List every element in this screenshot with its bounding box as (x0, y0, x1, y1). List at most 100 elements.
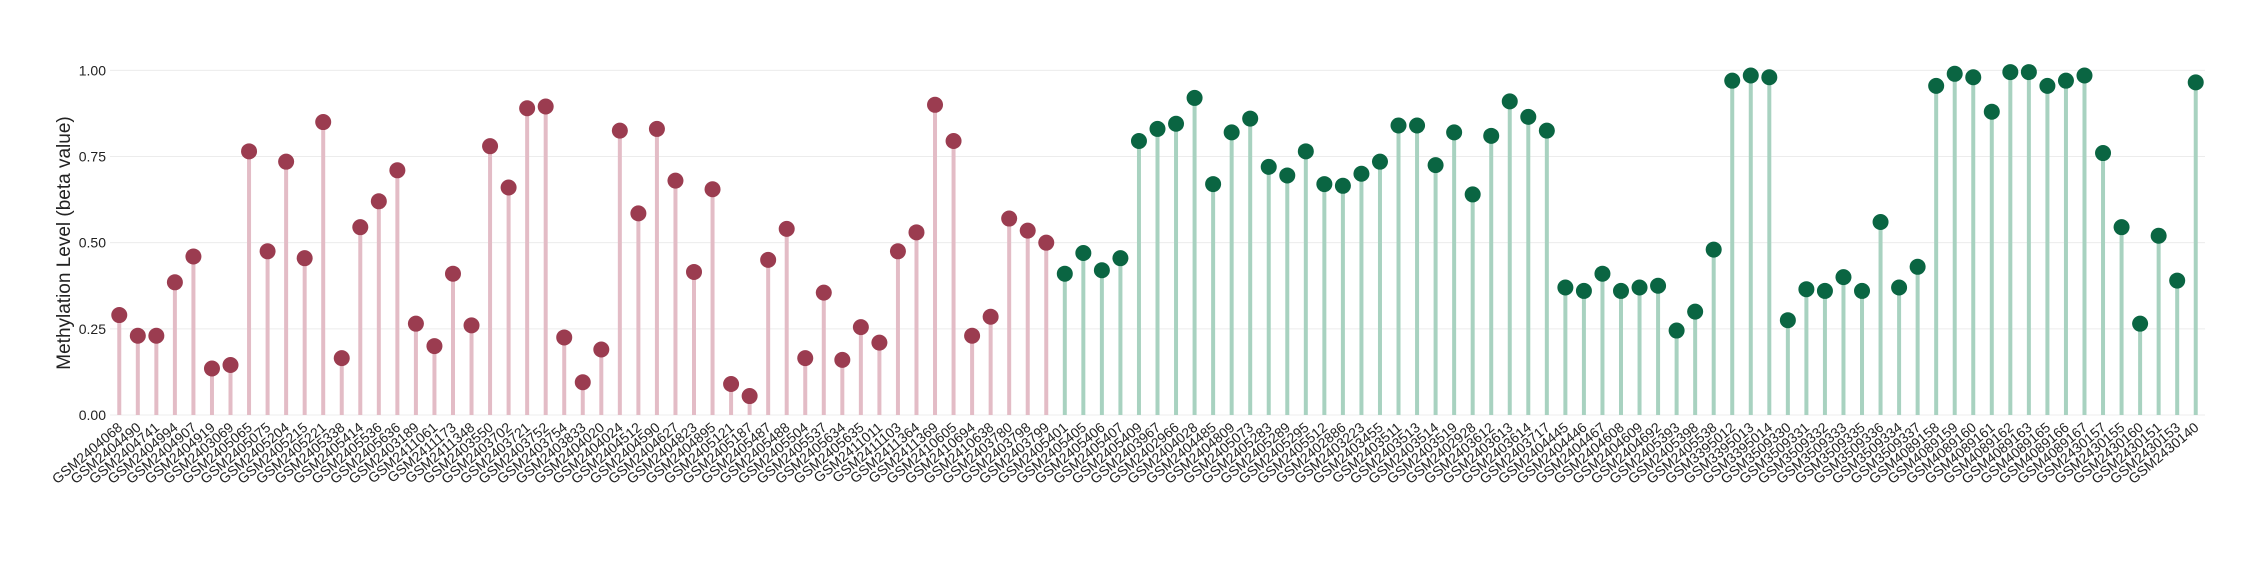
dot (1242, 110, 1259, 127)
dot (407, 315, 424, 332)
dot (1779, 312, 1796, 329)
dot (1594, 265, 1611, 282)
dot (1464, 186, 1481, 203)
dot (2113, 219, 2130, 236)
dot (1001, 210, 1018, 227)
dot (1316, 176, 1333, 193)
dot (1168, 115, 1185, 132)
dot (760, 251, 777, 268)
dot (1891, 279, 1908, 296)
dot (2132, 315, 2149, 332)
dot (148, 327, 165, 344)
dot (982, 308, 999, 325)
dot (2076, 67, 2093, 84)
dot (1854, 282, 1871, 299)
dot (574, 374, 591, 391)
dot (1501, 93, 1518, 110)
dot (1149, 120, 1166, 137)
dot (278, 153, 295, 170)
dot (741, 388, 758, 405)
dot (1631, 279, 1648, 296)
dot (1650, 277, 1667, 294)
dot (444, 265, 461, 282)
dot (797, 350, 814, 367)
dot (2169, 272, 2186, 289)
dot (1075, 245, 1092, 262)
dot (1946, 65, 1963, 82)
dot (704, 181, 721, 198)
dot (333, 350, 350, 367)
dot (1019, 222, 1036, 239)
dot (945, 132, 962, 149)
dot (519, 100, 536, 117)
dot (927, 96, 944, 113)
dot (203, 360, 220, 377)
dot (834, 351, 851, 368)
dot (1928, 77, 1945, 94)
dot (1816, 282, 1833, 299)
dot (852, 319, 869, 336)
dot (2095, 145, 2112, 162)
y-tick-label: 1.00 (79, 62, 106, 78)
dot (1798, 281, 1815, 298)
dot (389, 162, 406, 179)
dot (259, 243, 276, 260)
dot (222, 357, 239, 374)
dot (1186, 89, 1203, 106)
dot (2057, 72, 2074, 89)
dot (185, 248, 202, 265)
dot (1538, 122, 1555, 139)
dot (1130, 132, 1147, 149)
dot (889, 243, 906, 260)
y-tick-label: 0.75 (79, 149, 106, 165)
dot (241, 143, 258, 160)
dot (1909, 258, 1926, 275)
dot (1038, 234, 1055, 251)
dot (2002, 64, 2019, 81)
dot (1446, 124, 1463, 141)
dot (1093, 262, 1110, 279)
dot (815, 284, 832, 301)
dot (871, 334, 888, 351)
dot (964, 327, 981, 344)
dot (648, 120, 665, 137)
dot (908, 224, 925, 241)
dot (1835, 269, 1852, 286)
dot (426, 338, 443, 355)
dot (1390, 117, 1407, 134)
dot (537, 98, 554, 115)
dot (129, 327, 146, 344)
dot (2187, 74, 2204, 91)
dot (1297, 143, 1314, 160)
y-axis-label: Methylation Level (beta value) (54, 116, 75, 369)
y-tick-label: 0.50 (79, 235, 106, 251)
dot (1056, 265, 1073, 282)
dot (1334, 177, 1351, 194)
dot (1409, 117, 1426, 134)
dot (593, 341, 610, 358)
dot (1965, 69, 1982, 86)
dot (1724, 72, 1741, 89)
dot (723, 375, 740, 392)
dot (1668, 322, 1685, 339)
dot (1279, 167, 1296, 184)
dot (500, 179, 517, 196)
dot (315, 114, 332, 131)
dot (111, 307, 128, 324)
dot (1205, 176, 1222, 193)
y-tick-label: 0.25 (79, 321, 106, 337)
dot (296, 250, 313, 267)
dot (2020, 64, 2037, 81)
dot (2039, 77, 2056, 94)
dot (1427, 157, 1444, 174)
dot (370, 193, 387, 210)
dot (611, 122, 628, 139)
dot (1742, 67, 1759, 84)
dot (166, 274, 183, 291)
dot (463, 317, 480, 334)
dot (630, 205, 647, 222)
y-tick-label: 0.00 (79, 407, 106, 423)
dot (1223, 124, 1240, 141)
dot (1705, 241, 1722, 258)
